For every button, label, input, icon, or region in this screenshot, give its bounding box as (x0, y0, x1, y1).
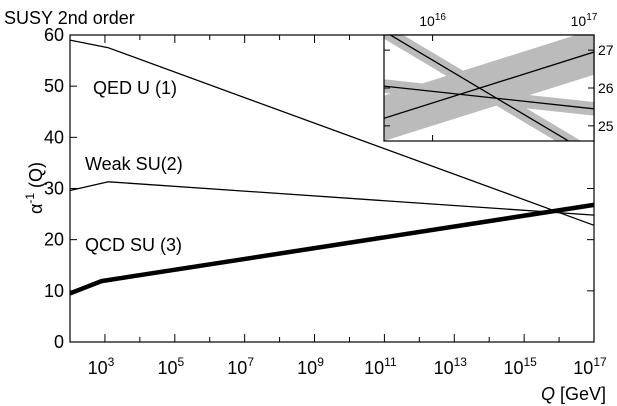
inset-line-1 (384, 85, 594, 110)
series-label-qcd: QCD SU (3) (85, 235, 182, 255)
y-axis-symbol: α (26, 204, 46, 214)
inset-y-tick-label-0: 25 (598, 118, 614, 134)
series-line-2 (69, 202, 595, 296)
x-tick-label-3: 109 (297, 355, 324, 378)
inset-line-0 (389, 35, 570, 141)
y-tick-label-0: 0 (54, 332, 64, 352)
x-tick-label-4: 1011 (364, 355, 397, 378)
y-tick-label-1: 10 (44, 281, 64, 301)
y-axis-argument: (Q) (26, 162, 46, 188)
chart-title: SUSY 2nd order (4, 8, 135, 28)
x-tick-label-7: 1017 (573, 355, 607, 378)
inset-y-tick-label-1: 26 (598, 80, 614, 96)
x-axis-symbol: Q (541, 384, 555, 404)
inset-curves (384, 35, 594, 141)
x-axis-label: Q [GeV] (541, 384, 606, 404)
inset-x-tick-label-0: 1016 (419, 12, 446, 29)
series-line-0 (69, 39, 595, 226)
x-axis-ticks: 103 105 107 109 1011 1013 1015 1017 (88, 35, 607, 378)
inset-y-tick-label-2: 27 (598, 42, 614, 58)
inset-band-2 (384, 35, 594, 141)
inset-zoom-plot: 25 26 27 1016 1017 (383, 12, 614, 142)
y-tick-label-3: 30 (44, 179, 64, 199)
inset-frame (383, 34, 595, 142)
x-axis-unit: [GeV] (560, 384, 606, 404)
x-tick-label-2: 107 (227, 355, 254, 378)
y-axis-label: α-1 (Q) (23, 162, 46, 214)
main-curves (69, 39, 595, 296)
y-axis-exponent: -1 (23, 193, 37, 204)
plot-frame (69, 34, 595, 343)
x-tick-label-6: 1015 (503, 355, 537, 378)
x-tick-label-5: 1013 (434, 355, 468, 378)
y-tick-label-5: 50 (44, 76, 64, 96)
x-tick-label-1: 105 (157, 355, 184, 378)
inset-x-tick-label-1: 1017 (571, 12, 598, 29)
inset-line-2 (384, 51, 594, 119)
y-tick-label-4: 40 (44, 127, 64, 147)
inset-ticks: 25 26 27 1016 1017 (384, 12, 614, 141)
y-tick-label-6: 60 (44, 25, 64, 45)
y-axis-ticks: 0 10 20 30 40 50 60 (44, 25, 594, 352)
series-line-1 (69, 181, 595, 216)
x-tick-label-0: 103 (88, 355, 115, 378)
series-label-qed: QED U (1) (93, 78, 177, 98)
y-tick-label-2: 20 (44, 230, 64, 250)
series-label-weak: Weak SU(2) (85, 154, 183, 174)
